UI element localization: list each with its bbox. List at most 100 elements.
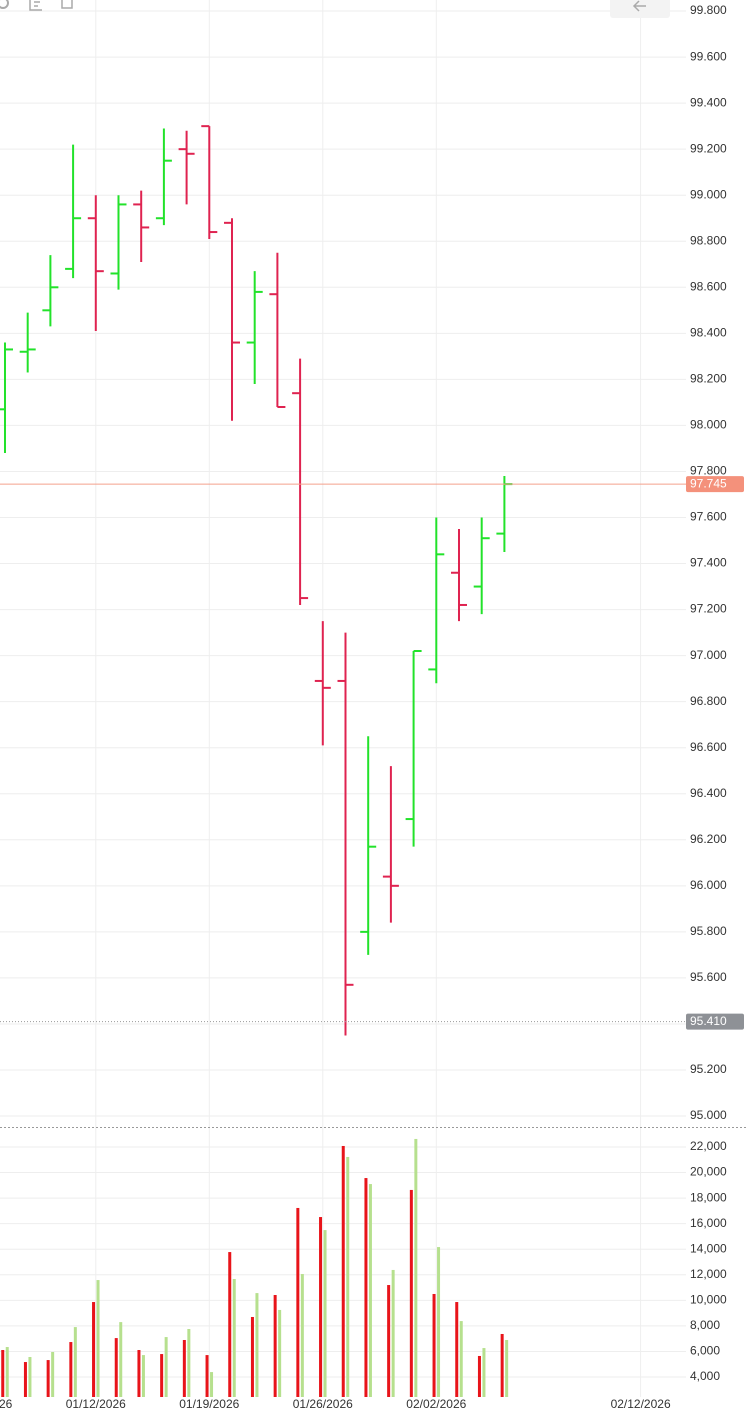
y-tick-label: 96.200 <box>690 832 727 846</box>
y-tick-label: 98.800 <box>690 233 727 247</box>
volume-bar <box>51 1352 55 1397</box>
volume-bar <box>92 1302 96 1397</box>
y-tick-label: 16,000 <box>690 1216 727 1230</box>
marks <box>0 125 686 1397</box>
volume-bar <box>164 1337 168 1397</box>
y-tick-label: 96.400 <box>690 786 727 800</box>
volume-bar <box>482 1348 486 1397</box>
volume-bar <box>364 1178 368 1397</box>
y-tick-label: 96.800 <box>690 694 727 708</box>
volume-bar <box>387 1285 391 1397</box>
volume-bar <box>278 1309 282 1397</box>
volume-bar <box>437 1247 441 1397</box>
volume-bar <box>250 1316 254 1397</box>
volume-bar <box>205 1355 209 1397</box>
volume-bar <box>46 1360 50 1397</box>
volume-bar <box>477 1355 481 1397</box>
y-tick-label: 97.000 <box>690 648 727 662</box>
x-tick-label: 01/05/2026 <box>0 1397 13 1411</box>
y-tick-label: 99.400 <box>690 95 727 109</box>
volume-bar <box>187 1329 191 1397</box>
volume-bar <box>323 1230 327 1397</box>
grid <box>0 0 686 1397</box>
y-tick-label: 97.400 <box>690 556 727 570</box>
volume-bar <box>432 1293 436 1397</box>
indicator-icon[interactable] <box>29 0 42 11</box>
y-tick-label: 97.800 <box>690 464 727 478</box>
y-tick-label: 99.000 <box>690 187 727 201</box>
y-tick-label: 98.600 <box>690 279 727 293</box>
volume-bar <box>23 1362 27 1397</box>
low-marker-box <box>686 1013 744 1030</box>
volume-bar <box>319 1217 323 1397</box>
y-tick-label: 95.600 <box>690 970 727 984</box>
y-tick-label: 22,000 <box>690 1139 727 1153</box>
y-tick-label: 99.200 <box>690 141 727 155</box>
x-tick-label: 01/26/2026 <box>293 1397 353 1411</box>
y-tick-label: 96.600 <box>690 740 727 754</box>
volume-bar <box>210 1372 214 1397</box>
last-price-label: 97.745 <box>690 476 727 490</box>
volume-bar <box>160 1354 164 1397</box>
y-tick-label: 14,000 <box>690 1241 727 1255</box>
y-tick-label: 99.800 <box>690 3 727 17</box>
y-tick-label: 12,000 <box>690 1267 727 1281</box>
y-tick-label: 10,000 <box>690 1293 727 1307</box>
volume-bar <box>414 1138 418 1397</box>
y-tick-label: 20,000 <box>690 1165 727 1179</box>
y-tick-label: 95.000 <box>690 1108 727 1122</box>
y-tick-label: 6,000 <box>690 1344 720 1358</box>
volume-bar <box>141 1355 145 1397</box>
volume-bar <box>137 1350 141 1397</box>
volume-bar <box>391 1269 395 1397</box>
last-price-box <box>686 476 744 493</box>
volume-bar <box>182 1339 186 1397</box>
volume-bar <box>346 1156 350 1397</box>
y-tick-label: 96.000 <box>690 878 727 892</box>
y-tick-label: 18,000 <box>690 1190 727 1204</box>
volume-bar <box>228 1252 232 1397</box>
x-tick-label: 01/12/2026 <box>66 1397 126 1411</box>
volume-bar <box>368 1184 372 1397</box>
y-tick-label: 95.800 <box>690 924 727 938</box>
y-tick-label: 95.200 <box>690 1062 727 1076</box>
toolbar <box>0 0 670 18</box>
layout-icon[interactable] <box>61 0 73 9</box>
volume-bar <box>69 1342 73 1397</box>
volume-bar <box>455 1302 459 1397</box>
volume-bar <box>341 1145 345 1397</box>
y-tick-label: 98.400 <box>690 326 727 340</box>
y-tick-label: 98.200 <box>690 372 727 386</box>
volume-bar <box>119 1322 123 1397</box>
x-tick-label: 02/02/2026 <box>406 1397 466 1411</box>
volume-bar <box>73 1327 77 1397</box>
back-button[interactable] <box>610 0 670 18</box>
settings-icon[interactable] <box>0 0 9 9</box>
volume-bar <box>273 1295 277 1397</box>
y-tick-label: 98.000 <box>690 418 727 432</box>
volume-bar <box>500 1333 504 1397</box>
volume-bar <box>232 1279 236 1397</box>
volume-bar <box>296 1207 300 1397</box>
y-tick-label: 99.600 <box>690 49 727 63</box>
back-arrow <box>632 0 646 12</box>
x-tick-label: 02/12/2026 <box>611 1397 671 1411</box>
low-marker-label: 95.410 <box>690 1014 727 1028</box>
volume-bar <box>114 1338 118 1397</box>
y-tick-label: 97.600 <box>690 510 727 524</box>
volume-bar <box>28 1356 32 1397</box>
y-tick-label: 4,000 <box>690 1369 720 1383</box>
volume-bar <box>1 1350 5 1397</box>
volume-bar <box>96 1280 100 1397</box>
volume-bar <box>459 1321 463 1397</box>
volume-bar <box>300 1274 304 1397</box>
volume-bar <box>505 1339 509 1397</box>
y-tick-label: 8,000 <box>690 1318 720 1332</box>
volume-bar <box>5 1347 9 1397</box>
y-tick-label: 97.200 <box>690 602 727 616</box>
volume-bar <box>409 1189 413 1397</box>
x-tick-label: 01/19/2026 <box>179 1397 239 1411</box>
volume-bar <box>255 1293 259 1397</box>
